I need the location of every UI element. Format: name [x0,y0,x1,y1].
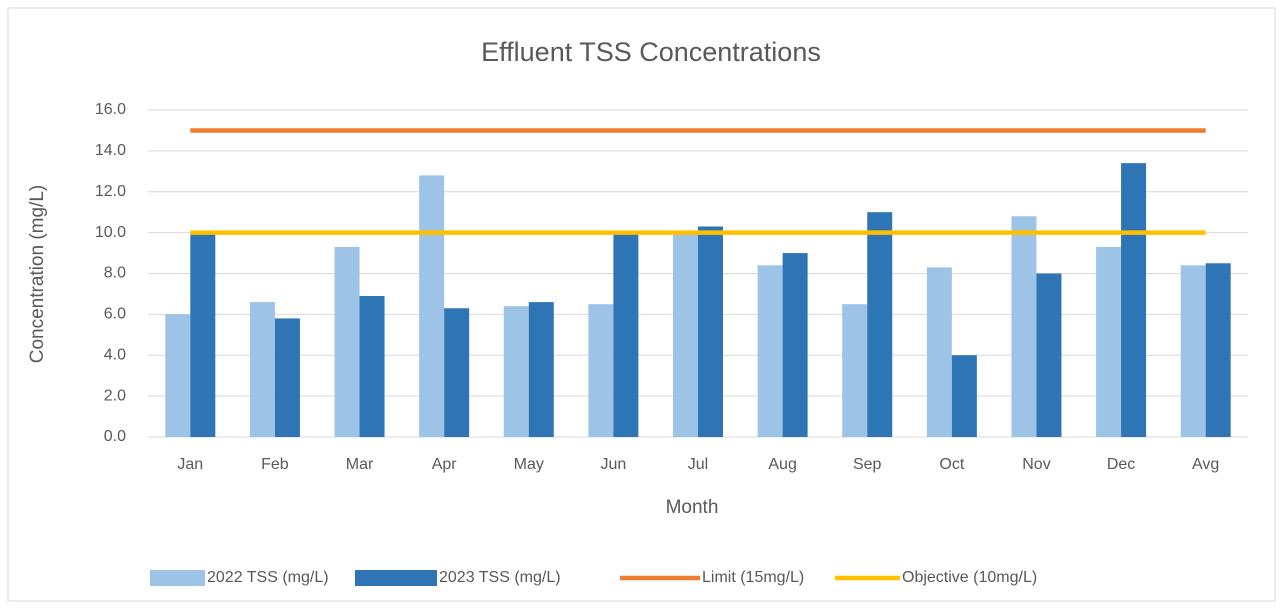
bar [1180,265,1206,437]
x-tick-label: Nov [1022,456,1050,473]
x-tick-label: Mar [346,456,374,473]
x-tick-label: Jan [177,456,203,473]
bar [1096,246,1122,437]
y-tick-label: 8.0 [104,265,126,282]
bar [588,304,614,437]
bar [165,314,191,437]
x-tick-label: Avg [1192,456,1219,473]
x-tick-label: Jun [600,456,626,473]
x-axis-title: Month [666,497,719,518]
bar [249,302,275,437]
y-tick-label: 12.0 [95,183,126,200]
y-axis-title: Concentration (mg/L) [27,185,48,363]
bar [698,226,723,437]
bar [673,232,698,437]
bar [419,175,445,437]
legend-label: Objective (10mg/L) [902,569,1037,586]
chart-border [7,7,1276,602]
bar [926,267,952,437]
legend-swatch [150,570,205,586]
y-tick-label: 16.0 [95,101,126,118]
x-tick-label: Apr [432,456,458,473]
bar [444,308,470,437]
x-tick-label: Dec [1107,456,1135,473]
y-tick-label: 0.0 [104,428,126,445]
bar [613,232,639,437]
bar [951,355,977,437]
bar [1011,216,1037,437]
x-tick-label: Oct [939,456,964,473]
bar [757,265,783,437]
x-tick-label: Jul [688,456,708,473]
legend-label: 2023 TSS (mg/L) [439,569,561,586]
bar [359,295,385,437]
bar [1205,263,1231,437]
x-tick-label: Sep [853,456,882,473]
y-tick-label: 4.0 [104,346,126,363]
bar [1036,273,1062,437]
bar [782,253,808,437]
y-tick-label: 14.0 [95,142,126,159]
bar [503,306,529,437]
legend-label: Limit (15mg/L) [702,569,804,586]
bar [190,232,216,437]
y-tick-label: 6.0 [104,306,126,323]
chart-title: Effluent TSS Concentrations [481,37,821,67]
legend-label: 2022 TSS (mg/L) [207,569,329,586]
legend-swatch [355,570,437,586]
bar [274,318,300,437]
bar [528,302,554,437]
y-tick-label: 10.0 [95,224,126,241]
bar [1121,163,1147,437]
bar [867,212,893,437]
bar [842,304,868,437]
x-tick-label: Feb [261,456,289,473]
x-tick-label: Aug [768,456,796,473]
y-tick-label: 2.0 [104,387,126,404]
x-tick-label: May [514,456,544,473]
bar [334,246,360,437]
